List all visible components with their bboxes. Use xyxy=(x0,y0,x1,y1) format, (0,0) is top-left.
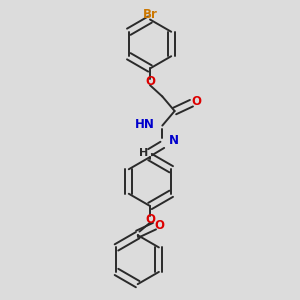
Text: O: O xyxy=(191,95,201,109)
Text: O: O xyxy=(145,213,155,226)
Text: O: O xyxy=(154,219,164,232)
Text: N: N xyxy=(169,134,179,147)
Text: Br: Br xyxy=(142,8,158,21)
Text: HN: HN xyxy=(135,118,155,131)
Text: O: O xyxy=(145,75,155,88)
Text: H: H xyxy=(139,148,148,158)
